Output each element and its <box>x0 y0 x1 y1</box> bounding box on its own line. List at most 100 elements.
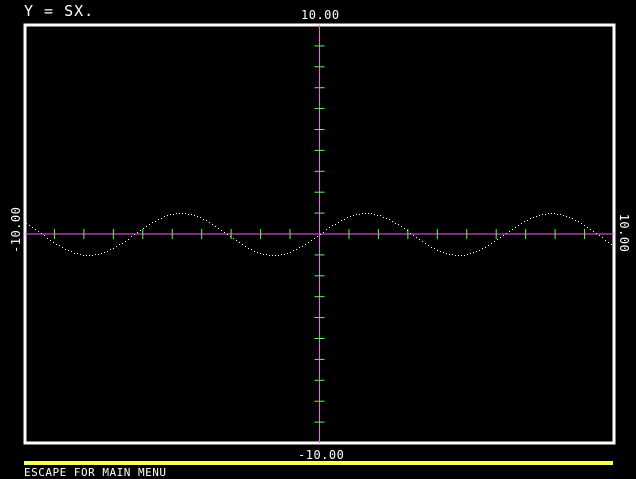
curve-dot <box>176 213 177 214</box>
curve-dot <box>434 248 435 249</box>
curve-dot <box>89 255 90 256</box>
curve-dot <box>422 241 423 242</box>
curve-dot <box>578 221 579 222</box>
curve-dot <box>215 226 216 227</box>
curve-dot <box>428 245 429 246</box>
curve-dot <box>443 252 444 253</box>
curve-dot <box>41 233 42 234</box>
curve-dot <box>59 245 60 246</box>
curve-dot <box>77 253 78 254</box>
curve-dot <box>236 240 237 241</box>
curve-dot <box>464 255 465 256</box>
curve-dot <box>605 240 606 241</box>
curve-dot <box>545 214 546 215</box>
curve-dot <box>581 223 582 224</box>
curve-dot <box>281 254 282 255</box>
curve-dot <box>227 234 228 235</box>
curve-dot <box>122 243 123 244</box>
curve-dot <box>494 241 495 242</box>
curve-dot <box>542 214 543 215</box>
curve-dot <box>245 246 246 247</box>
curve-dot <box>260 253 261 254</box>
curve-dot <box>524 221 525 222</box>
curve-dot <box>608 242 609 243</box>
curve-dot <box>317 236 318 237</box>
curve-dot <box>362 213 363 214</box>
curve-dot <box>536 216 537 217</box>
curve-dot <box>506 233 507 234</box>
curve-dot <box>587 227 588 228</box>
curve-dot <box>182 213 183 214</box>
curve-dot <box>206 220 207 221</box>
curve-dot <box>449 254 450 255</box>
curve-dot <box>74 253 75 254</box>
curve-dot <box>188 214 189 215</box>
curve-dot <box>263 254 264 255</box>
curve-dot <box>194 215 195 216</box>
curve-dot <box>440 251 441 252</box>
curve-dot <box>140 230 141 231</box>
curve-dot <box>137 232 138 233</box>
curve <box>26 213 612 256</box>
curve-dot <box>230 236 231 237</box>
curve-dot <box>356 214 357 215</box>
curve-dot <box>482 248 483 249</box>
curve-dot <box>233 238 234 239</box>
curve-dot <box>113 248 114 249</box>
curve-dot <box>551 213 552 214</box>
curve-dot <box>143 228 144 229</box>
curve-dot <box>107 251 108 252</box>
curve-dot <box>212 224 213 225</box>
curve-dot <box>590 229 591 230</box>
curve-dot <box>254 251 255 252</box>
curve-dot <box>563 215 564 216</box>
curve-dot <box>530 218 531 219</box>
curve-dot <box>596 233 597 234</box>
curve-dot <box>404 228 405 229</box>
y-max-label: 10.00 <box>301 8 340 22</box>
curve-dot <box>86 255 87 256</box>
curve-dot <box>566 216 567 217</box>
curve-dot <box>308 242 309 243</box>
curve-dot <box>161 218 162 219</box>
curve-dot <box>125 241 126 242</box>
curve-dot <box>431 247 432 248</box>
curve-dot <box>386 218 387 219</box>
curve-dot <box>329 227 330 228</box>
curve-dot <box>521 223 522 224</box>
curve-dot <box>80 254 81 255</box>
curve-dot <box>416 237 417 238</box>
curve-dot <box>278 255 279 256</box>
curve-dot <box>569 217 570 218</box>
curve-dot <box>32 227 33 228</box>
curve-dot <box>341 220 342 221</box>
escape-hint: ESCAPE FOR MAIN MENU <box>24 466 167 479</box>
curve-dot <box>314 238 315 239</box>
curve-dot <box>572 218 573 219</box>
curve-dot <box>71 251 72 252</box>
curve-dot <box>584 225 585 226</box>
curve-dot <box>68 250 69 251</box>
curve-dot <box>374 214 375 215</box>
curve-dot <box>335 224 336 225</box>
curve-dot <box>437 250 438 251</box>
curve-dot <box>197 216 198 217</box>
curve-dot <box>275 255 276 256</box>
y-min-label: -10.00 <box>298 448 345 462</box>
curve-dot <box>200 217 201 218</box>
curve-dot <box>92 255 93 256</box>
curve-dot <box>83 255 84 256</box>
curve-dot <box>398 224 399 225</box>
curve-dot <box>149 224 150 225</box>
curve-dot <box>191 214 192 215</box>
curve-dot <box>209 222 210 223</box>
curve-dot <box>410 233 411 234</box>
curve-dot <box>560 214 561 215</box>
curve-dot <box>305 244 306 245</box>
curve-dot <box>593 231 594 232</box>
curve-dot <box>407 230 408 231</box>
curve-dot <box>104 252 105 253</box>
curve-dot <box>599 235 600 236</box>
curve-dot <box>503 235 504 236</box>
